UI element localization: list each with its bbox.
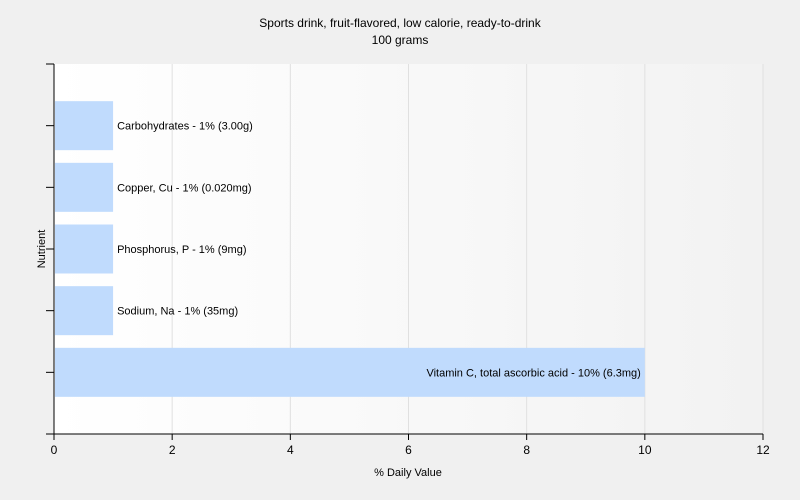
bar (55, 101, 114, 151)
bar (55, 224, 114, 274)
grid (171, 64, 764, 434)
bar-label: Copper, Cu - 1% (0.020mg) (117, 182, 252, 194)
y-axis-title: Nutrient (36, 230, 48, 269)
x-tick-label: 2 (169, 443, 176, 457)
bar-label: Carbohydrates - 1% (3.00g) (117, 121, 253, 133)
x-tick-label: 12 (756, 443, 770, 457)
x-tick-label: 10 (638, 443, 652, 457)
x-tick-label: 6 (405, 443, 412, 457)
bar (55, 162, 114, 212)
bars: Carbohydrates - 1% (3.00g) Copper, Cu - 1… (55, 101, 645, 397)
x-tick-label: 4 (287, 443, 294, 457)
x-tick-label: 0 (51, 443, 58, 457)
chart-subtitle: 100 grams (372, 33, 429, 47)
bar-label: Vitamin C, total ascorbic acid - 10% (6.… (426, 367, 640, 379)
axes: 0 2 4 6 8 10 12 (46, 63, 770, 457)
bar-label: Sodium, Na - 1% (35mg) (117, 306, 238, 318)
x-axis-title: % Daily Value (374, 467, 442, 479)
bar (55, 286, 114, 336)
bar (55, 347, 645, 397)
x-tick-label: 8 (523, 443, 530, 457)
bar-label: Phosphorus, P - 1% (9mg) (117, 244, 246, 256)
chart-title: Sports drink, fruit-flavored, low calori… (259, 16, 541, 30)
